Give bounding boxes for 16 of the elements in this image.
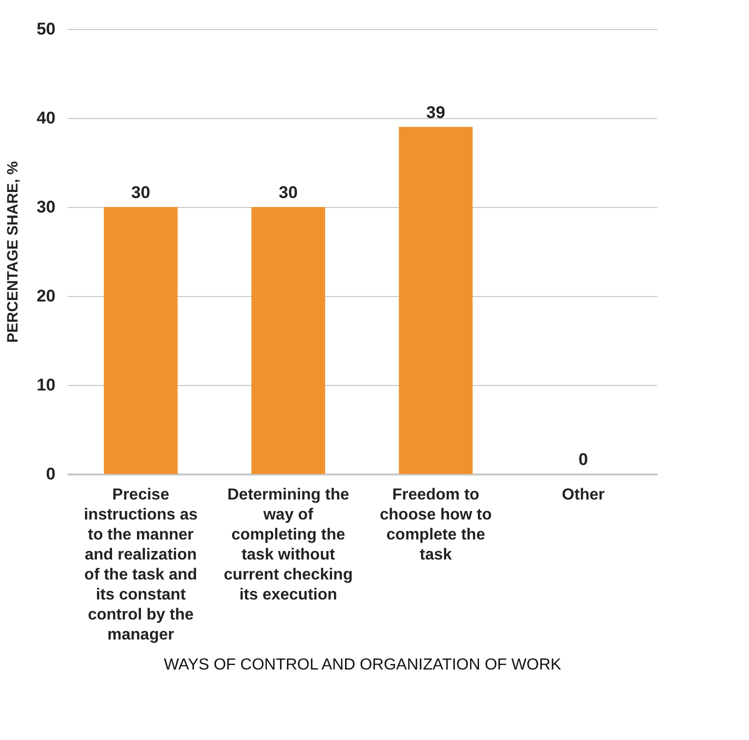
data-label: 30	[278, 183, 298, 202]
x-tick-label: Freedom to choose how to complete the task	[380, 486, 492, 564]
y-axis-title: PERCENTAGE SHARE, %	[4, 161, 22, 343]
x-tick-label: Determining the way of completing the task without current checking its execution	[224, 486, 353, 604]
y-tick-label: 0	[46, 464, 56, 484]
x-axis-title: WAYS OF CONTROL AND ORGANIZATION OF WORK	[164, 656, 562, 674]
data-label: 39	[426, 102, 446, 122]
data-label: 30	[131, 183, 150, 202]
y-tick-label: 10	[36, 376, 56, 394]
y-tick-label: 30	[36, 198, 56, 216]
y-tick-label: 50	[36, 20, 56, 38]
x-tick-label: Precise instructions as to the manner and realization of the task and its constant control by the manager	[84, 486, 198, 644]
x-tick-label: Other	[562, 486, 605, 504]
data-label: 0	[578, 450, 588, 469]
y-tick-label: 40	[36, 108, 56, 128]
y-tick-label: 20	[36, 286, 56, 306]
